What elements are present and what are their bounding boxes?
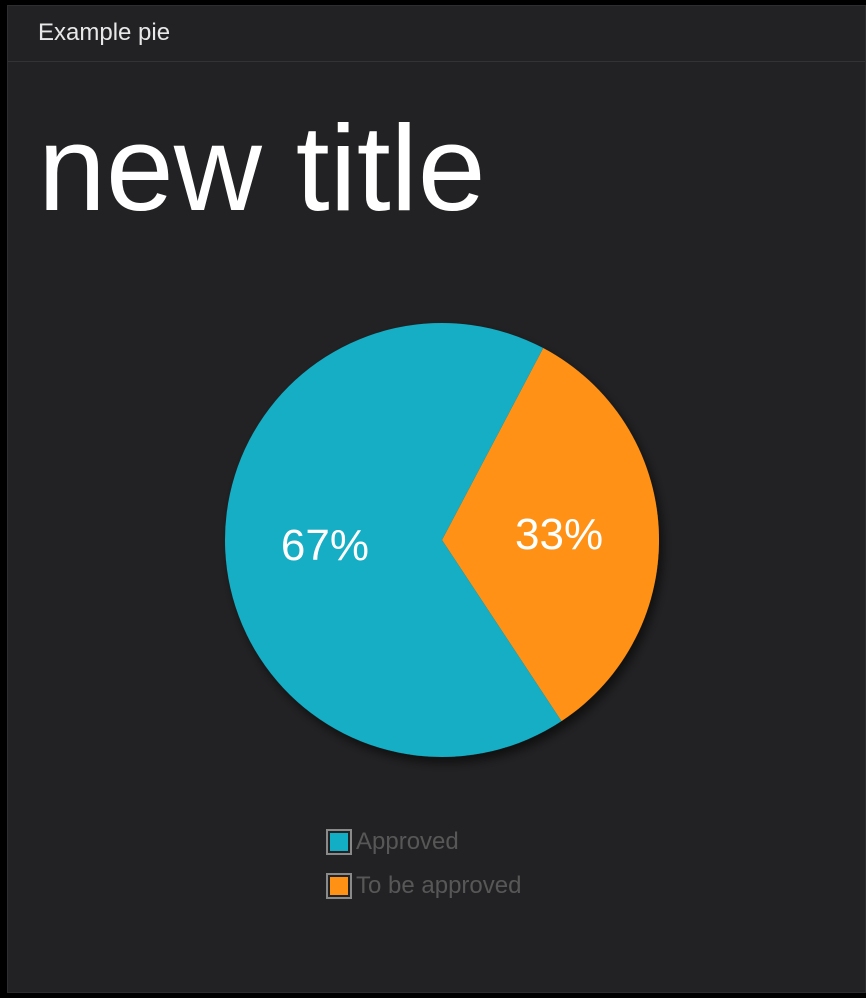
legend-swatch-to-be-approved xyxy=(326,873,352,899)
pie-label-approved: 67% xyxy=(281,521,369,570)
panel-title[interactable]: Example pie xyxy=(38,19,171,46)
pie-label-to-be-approved: 33% xyxy=(515,510,603,559)
pie-slice-to-be-approved[interactable] xyxy=(442,348,659,722)
chart-legend: Approved To be approved xyxy=(326,820,521,908)
legend-item-approved[interactable]: Approved xyxy=(326,820,521,864)
panel-header[interactable]: Example pie xyxy=(8,6,865,62)
legend-label-to-be-approved: To be approved xyxy=(356,872,522,899)
pie-slice-approved[interactable] xyxy=(224,322,562,757)
legend-item-to-be-approved[interactable]: To be approved xyxy=(326,864,521,908)
legend-label-approved: Approved xyxy=(356,828,459,855)
legend-swatch-approved xyxy=(326,829,352,855)
chart-heading: new title xyxy=(38,100,486,236)
